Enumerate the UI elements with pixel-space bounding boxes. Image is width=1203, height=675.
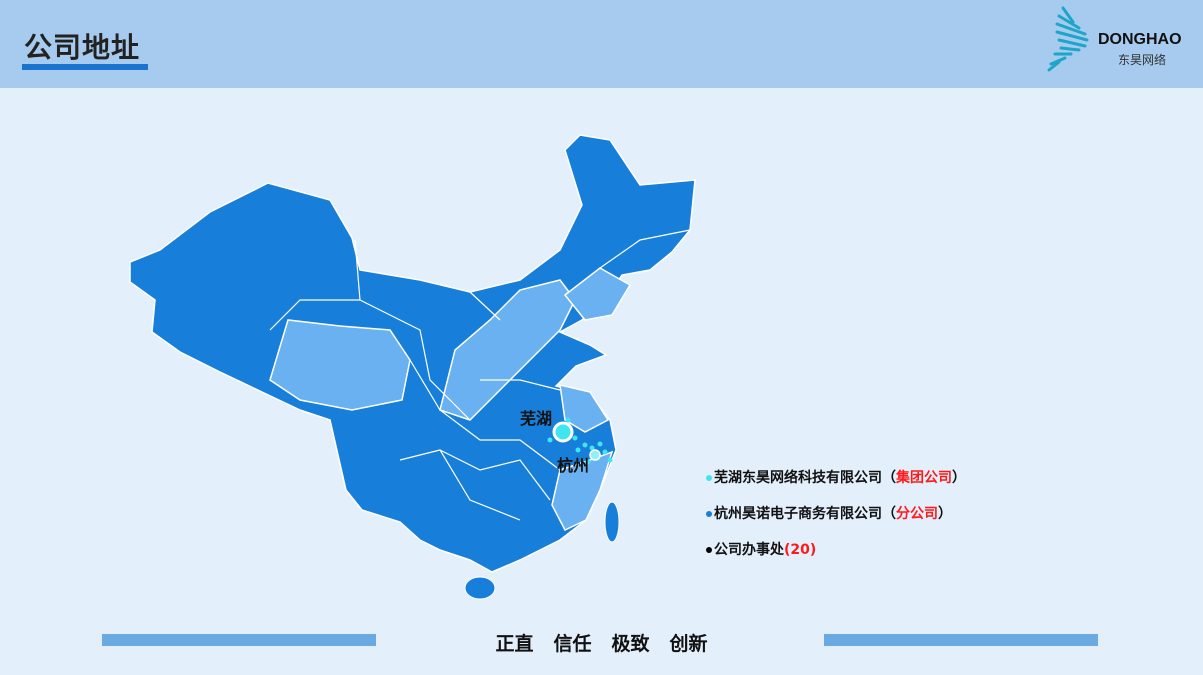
hainan-island [464,576,496,600]
bullet-icon [706,547,712,553]
province-borders [269,229,691,521]
page-title: 公司地址 [24,31,141,64]
logo-text-en: DONGHAO [1098,31,1182,48]
header-band [0,0,1203,88]
bullet-icon [706,511,712,517]
taiwan-island [604,501,620,543]
hangzhou-marker-icon[interactable] [589,449,601,461]
footer-bar-right [824,634,1098,646]
wuhu-marker-icon[interactable] [552,421,574,443]
city-label-hangzhou: 杭州 [557,456,590,475]
logo-wing-icon [1047,6,1089,72]
china-mainland [129,134,696,573]
footer-bar-left [102,634,376,646]
legend-item-branch: 杭州昊诺电子商务有限公司（分公司） [706,503,952,523]
title-underline [22,64,148,70]
logo-text-cn: 东昊网络 [1118,53,1167,67]
bullet-icon [706,475,712,481]
footer-motto: 正直 信任 极致 创新 [495,633,708,655]
legend-item-offices: 公司办事处(20) [706,539,816,559]
province-liaoning [563,267,632,321]
legend-item-hq: 芜湖东昊网络科技有限公司（集团公司） [706,467,966,487]
city-label-wuhu: 芜湖 [520,409,553,428]
province-jiangsu [559,384,610,433]
